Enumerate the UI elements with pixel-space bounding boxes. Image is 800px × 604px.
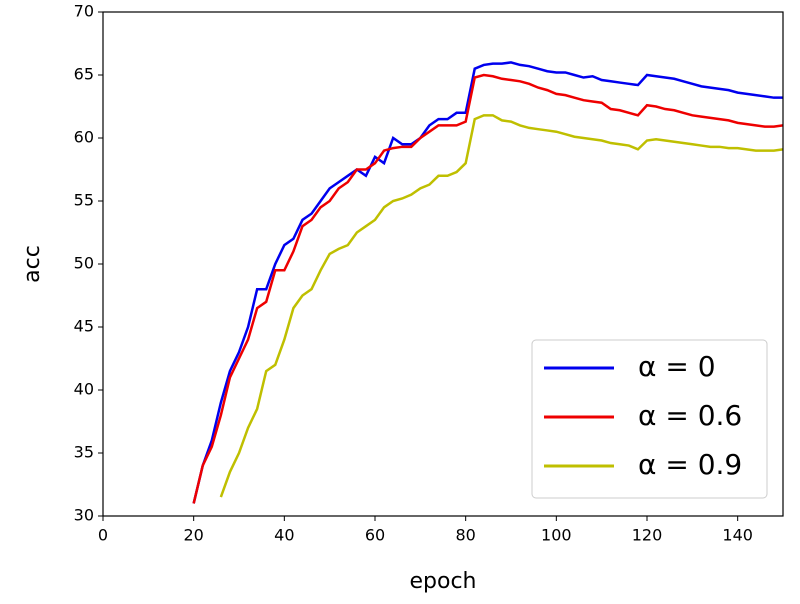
series-line — [219, 114, 783, 498]
x-tick-label: 80 — [455, 526, 475, 545]
legend-label: α = 0.9 — [638, 448, 742, 481]
y-tick-label: 40 — [74, 380, 94, 399]
x-tick-label: 140 — [722, 526, 753, 545]
y-tick-label: 45 — [74, 317, 94, 336]
x-tick-label: 120 — [632, 526, 663, 545]
y-axis-label: acc — [20, 245, 45, 283]
x-axis-label: epoch — [410, 569, 477, 594]
y-tick-label: 50 — [74, 254, 94, 273]
legend-label: α = 0 — [638, 350, 716, 383]
y-tick-label: 65 — [74, 65, 94, 84]
legend-label: α = 0.6 — [638, 399, 742, 432]
x-tick-label: 0 — [98, 526, 108, 545]
legend-box — [531, 339, 768, 499]
y-tick-label: 60 — [74, 128, 94, 147]
series-line — [192, 61, 783, 504]
series-line — [192, 73, 783, 504]
x-tick-label: 40 — [274, 526, 294, 545]
x-tick-label: 60 — [365, 526, 385, 545]
y-tick-label: 35 — [74, 443, 94, 462]
y-tick-label: 55 — [74, 191, 94, 210]
x-tick-label: 20 — [183, 526, 203, 545]
y-tick-label: 30 — [74, 506, 94, 525]
y-tick-label: 70 — [74, 2, 94, 21]
x-tick-label: 100 — [541, 526, 572, 545]
